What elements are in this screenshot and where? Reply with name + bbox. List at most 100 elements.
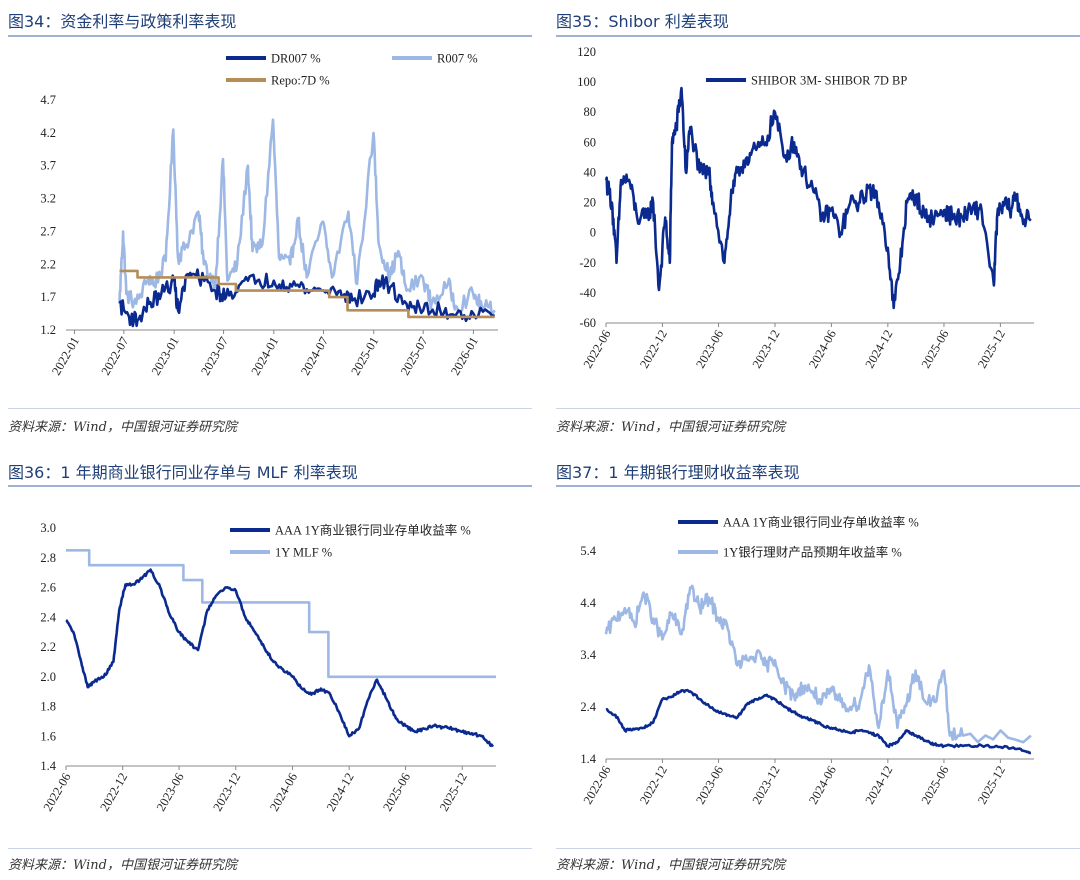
panel-title: 图35：Shibor 利差表现 bbox=[556, 12, 729, 31]
x-tick-label: 2023-07 bbox=[198, 335, 231, 378]
panel-title: 图34：资金利率与政策利率表现 bbox=[8, 12, 237, 31]
y-tick-label: 2.2 bbox=[40, 640, 56, 654]
y-tick-label: 120 bbox=[577, 45, 596, 59]
x-tick-label: 2023-06 bbox=[154, 771, 187, 814]
series-line bbox=[65, 568, 495, 748]
panel-title: 图37：1 年期银行理财收益率表现 bbox=[556, 463, 800, 482]
y-tick-label: 1.2 bbox=[40, 323, 56, 337]
x-tick-label: 2022-06 bbox=[581, 764, 614, 807]
series-line bbox=[66, 549, 496, 679]
x-tick-label: 2022-12 bbox=[637, 328, 670, 371]
series-line bbox=[604, 584, 1032, 744]
x-tick-label: 2023-06 bbox=[693, 328, 726, 371]
x-tick-label: 2025-06 bbox=[919, 328, 952, 371]
x-tick-label: 2024-01 bbox=[248, 335, 281, 378]
x-tick-label: 2024-06 bbox=[806, 328, 839, 371]
legend-label: DR007 % bbox=[271, 52, 321, 66]
source-rule bbox=[556, 408, 1080, 409]
y-tick-label: 3.0 bbox=[40, 521, 56, 535]
series-line bbox=[605, 688, 1032, 755]
legend-label: AAA 1Y商业银行同业存单收益率 % bbox=[723, 515, 919, 530]
y-tick-label: 2.8 bbox=[40, 551, 56, 565]
source-note: 资料来源：Wind，中国银河证券研究院 bbox=[8, 858, 237, 873]
title-rule bbox=[8, 35, 532, 37]
source-note: 资料来源：Wind，中国银河证券研究院 bbox=[8, 420, 237, 435]
x-tick-label: 2025-12 bbox=[975, 764, 1008, 807]
y-tick-label: 20 bbox=[584, 196, 597, 210]
y-tick-label: 0 bbox=[590, 226, 596, 240]
panel-fund-rates: 图34：资金利率与政策利率表现 1.2 1.7 2.2 2.7 3.2 3.7 4.2 4.7… bbox=[8, 0, 532, 440]
y-tick-label: 5.4 bbox=[580, 544, 596, 558]
y-tick-label: 2.4 bbox=[40, 610, 56, 624]
source-rule bbox=[8, 848, 532, 849]
x-tick-label: 2023-06 bbox=[693, 764, 726, 807]
legend-label: R007 % bbox=[437, 52, 478, 66]
x-tick-label: 2022-06 bbox=[41, 771, 74, 814]
x-tick-label: 2022-06 bbox=[581, 328, 614, 371]
y-tick-label: 3.2 bbox=[40, 192, 56, 206]
title-rule bbox=[8, 485, 532, 487]
y-tick-label: 1.7 bbox=[40, 290, 56, 304]
legend-label: 1Y MLF % bbox=[275, 546, 332, 560]
x-tick-label: 2025-12 bbox=[975, 328, 1008, 371]
y-tick-label: 2.2 bbox=[40, 257, 56, 271]
source-note: 资料来源：Wind，中国银河证券研究院 bbox=[556, 858, 785, 873]
x-tick-label: 2025-06 bbox=[380, 771, 413, 814]
x-tick-label: 2023-12 bbox=[750, 328, 783, 371]
series-line bbox=[604, 86, 1032, 310]
chart-shibor-spread: -60 -40 -20 0 20 40 60 80 100 120 2022-06 2022-12 20… bbox=[577, 45, 1034, 371]
y-tick-label: 4.7 bbox=[40, 93, 56, 107]
x-tick-label: 2023-12 bbox=[210, 771, 243, 814]
x-tick-label: 2022-12 bbox=[637, 764, 670, 807]
title-rule bbox=[556, 485, 1080, 487]
y-tick-label: 1.4 bbox=[40, 759, 56, 773]
panel-title: 图36：1 年期商业银行同业存单与 MLF 利率表现 bbox=[8, 463, 358, 482]
source-note: 资料来源：Wind，中国银河证券研究院 bbox=[556, 420, 785, 435]
legend-label: Repo:7D % bbox=[271, 74, 330, 88]
y-tick-label: 4.2 bbox=[40, 126, 56, 140]
x-tick-label: 2024-07 bbox=[298, 335, 331, 378]
legend-label: 1Y银行理财产品预期年收益率 % bbox=[723, 545, 902, 560]
chart-ncd-mlf: 1.4 1.6 1.8 2.0 2.2 2.4 2.6 2.8 3.0 2022-06 2022-1… bbox=[40, 521, 496, 814]
y-tick-label: 3.7 bbox=[40, 159, 56, 173]
x-tick-label: 2024-06 bbox=[806, 764, 839, 807]
x-tick-label: 2023-01 bbox=[149, 335, 182, 378]
title-rule bbox=[556, 35, 1080, 37]
series-line bbox=[118, 268, 495, 328]
y-tick-label: 80 bbox=[584, 105, 597, 119]
panel-ncd-mlf: 图36：1 年期商业银行同业存单与 MLF 利率表现 1.4 1.6 1.8 2.0 2… bbox=[8, 452, 532, 880]
source-rule bbox=[8, 408, 532, 409]
y-tick-label: -20 bbox=[579, 256, 596, 270]
series-line bbox=[118, 118, 496, 318]
x-tick-label: 2025-06 bbox=[919, 764, 952, 807]
x-tick-label: 2022-01 bbox=[49, 335, 82, 378]
x-tick-label: 2025-07 bbox=[398, 335, 431, 378]
y-tick-label: -60 bbox=[579, 316, 596, 330]
chart-wealth-yield: 1.4 2.4 3.4 4.4 5.4 2022-06 2022-12 2023-06 2023… bbox=[580, 515, 1034, 807]
x-tick-label: 2022-07 bbox=[99, 335, 132, 378]
source-rule bbox=[556, 848, 1080, 849]
x-tick-label: 2024-12 bbox=[862, 328, 895, 371]
y-tick-label: 2.6 bbox=[40, 581, 56, 595]
x-tick-label: 2022-12 bbox=[97, 771, 130, 814]
y-tick-label: 1.6 bbox=[40, 729, 56, 743]
x-tick-label: 2025-01 bbox=[348, 335, 381, 378]
x-tick-label: 2023-12 bbox=[750, 764, 783, 807]
y-tick-label: 1.4 bbox=[580, 752, 596, 766]
panel-shibor-spread: 图35：Shibor 利差表现 -60 -40 -20 0 20 40 60 80 100 120… bbox=[556, 0, 1080, 440]
y-tick-label: 60 bbox=[584, 135, 597, 149]
series-line bbox=[119, 269, 495, 319]
y-tick-label: -40 bbox=[579, 286, 596, 300]
y-tick-label: 100 bbox=[577, 75, 596, 89]
panel-wealth-yield: 图37：1 年期银行理财收益率表现 1.4 2.4 3.4 4.4 5.4 2022-06… bbox=[556, 452, 1080, 880]
legend-label: AAA 1Y商业银行同业存单收益率 % bbox=[275, 523, 471, 538]
x-tick-label: 2024-12 bbox=[324, 771, 357, 814]
y-tick-label: 1.8 bbox=[40, 700, 56, 714]
legend-label: SHIBOR 3M- SHIBOR 7D BP bbox=[751, 74, 907, 88]
y-tick-label: 4.4 bbox=[580, 596, 596, 610]
y-tick-label: 40 bbox=[584, 165, 597, 179]
x-tick-label: 2026-01 bbox=[448, 335, 481, 378]
x-tick-label: 2024-06 bbox=[267, 771, 300, 814]
y-tick-label: 2.7 bbox=[40, 224, 56, 238]
y-tick-label: 2.4 bbox=[580, 700, 596, 714]
